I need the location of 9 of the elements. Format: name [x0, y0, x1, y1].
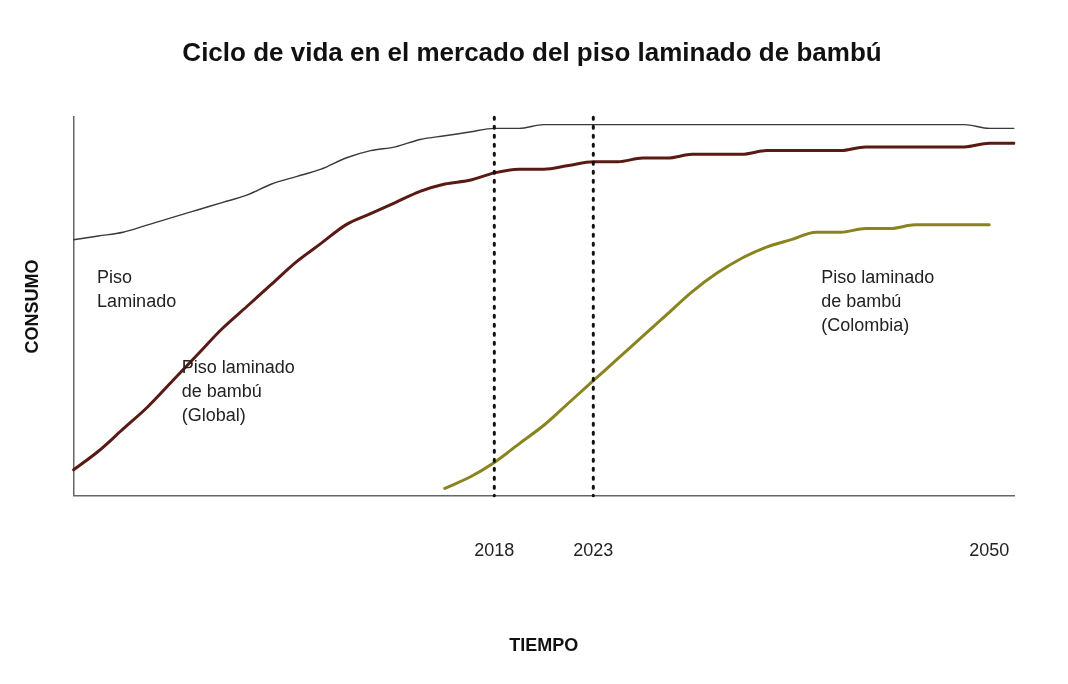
y-axis-title: CONSUMO [21, 259, 42, 354]
x-axis-title: TIEMPO [509, 635, 579, 656]
series-label: Piso laminado de bambú (Global) [181, 357, 295, 426]
series-label: Piso Laminado [97, 266, 177, 311]
x-tick-label: 2050 [969, 539, 1010, 560]
x-tick-label: 2018 [474, 539, 515, 560]
x-tick-label: 2023 [573, 539, 614, 560]
chart-title: Ciclo de vida en el mercado del piso laminado de bambú [182, 36, 882, 67]
series-label: Piso laminado de bambú (Colombia) [821, 266, 935, 335]
